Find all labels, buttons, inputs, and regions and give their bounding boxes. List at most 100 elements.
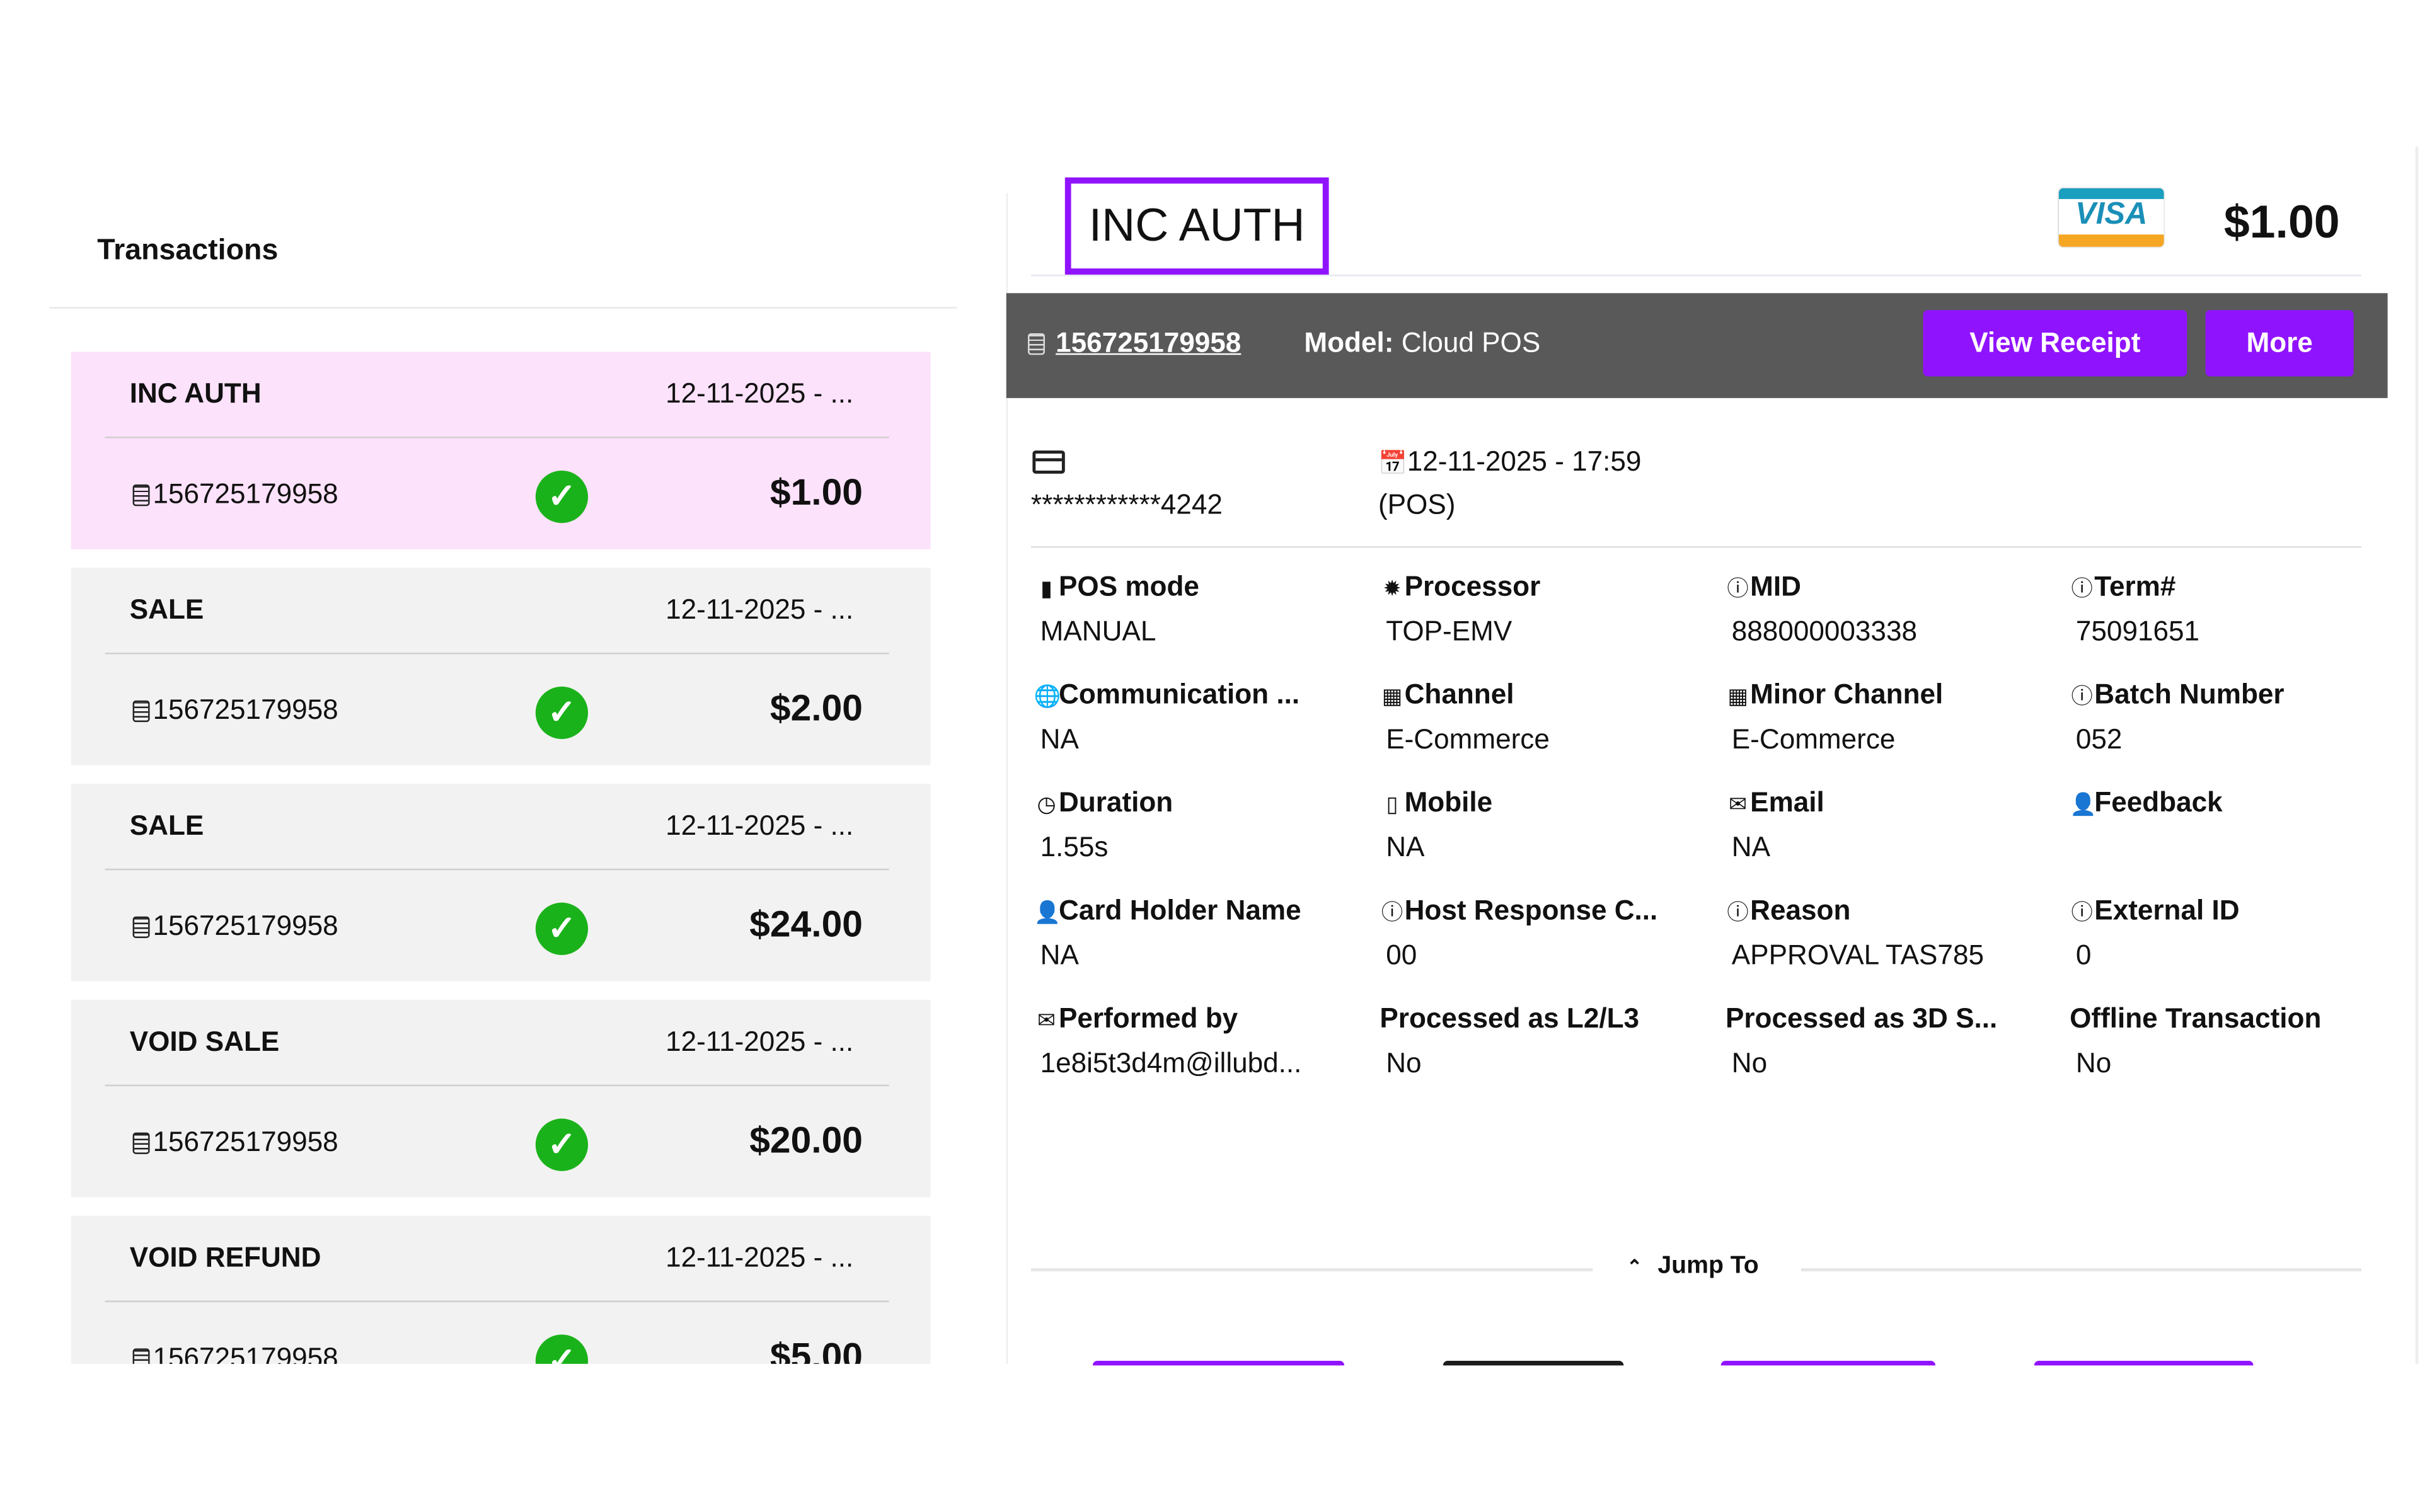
detail-field: ▯ Mobile NA — [1380, 787, 1712, 864]
field-value: E-Commerce — [1386, 723, 1550, 755]
transaction-card[interactable]: SALE 12-11-2025 - ... 156725179958 ✓ $2.… — [71, 568, 931, 765]
detail-field: ◷ Duration 1.55s — [1034, 787, 1366, 864]
terminal-icon — [132, 915, 150, 937]
panel-divider — [1006, 193, 1008, 1364]
detail-field: ▮ POS mode MANUAL — [1034, 571, 1366, 648]
field-label-text: Card Holder Name — [1059, 895, 1301, 926]
detail-field: ⓘ Reason APPROVAL TAS785 — [1726, 895, 2058, 971]
transaction-type: SALE — [129, 810, 204, 841]
calendar-icon: 📅 — [1378, 450, 1407, 477]
terminal-icon — [132, 1131, 150, 1154]
double-chevron-up-icon: ⌃ — [1627, 1256, 1642, 1278]
transaction-date: 12-11-2025 - ... — [666, 810, 854, 841]
terminal-id: 156725179958 — [132, 478, 338, 510]
envelope-icon: ✉ — [1037, 1007, 1056, 1033]
transaction-card[interactable]: SALE 12-11-2025 - ... 156725179958 ✓ $24… — [71, 784, 931, 982]
field-value: 1.55s — [1040, 832, 1109, 862]
view-receipt-button[interactable]: View Receipt — [1923, 310, 2187, 377]
field-label: ⓘ MID — [1726, 571, 2058, 603]
info-icon: ⓘ — [2071, 899, 2093, 924]
transaction-list[interactable]: INC AUTH 12-11-2025 - ... 156725179958 ✓… — [71, 352, 931, 1364]
field-label: ⓘ Term# — [2070, 571, 2402, 603]
field-value: APPROVAL TAS785 — [1731, 939, 1984, 971]
transaction-date: 12-11-2025 - ... — [666, 1242, 854, 1273]
model-label: Model: — [1304, 327, 1394, 358]
jump-tab-button[interactable] — [2034, 1361, 2254, 1366]
mobile-icon: ▯ — [1386, 791, 1398, 816]
feedback-icon: 👤 — [2070, 791, 2097, 816]
terminal-id-link[interactable]: 156725179958 — [1028, 327, 1241, 359]
entry-mode: (POS) — [1378, 489, 1456, 520]
info-icon: ⓘ — [1727, 575, 1749, 600]
transaction-amount: $1.00 — [2223, 197, 2340, 249]
terminal-icon — [132, 699, 150, 721]
detail-field: ⓘ MID 888000003338 — [1726, 571, 2058, 648]
transaction-date: 12-11-2025 - ... — [666, 1026, 854, 1057]
chip-icon: ✹ — [1383, 575, 1402, 600]
transaction-date: 12-11-2025 - ... — [666, 593, 854, 625]
field-label: ⓘ External ID — [2070, 895, 2402, 927]
terminal-icon — [1028, 332, 1045, 355]
divider — [1030, 546, 2361, 548]
field-label-text: Mobile — [1404, 786, 1493, 818]
field-label-text: External ID — [2094, 895, 2240, 926]
terminal-id-value: 156725179958 — [153, 478, 338, 510]
field-label-text: Communication ... — [1059, 679, 1300, 710]
field-label: ⓘ Host Response C... — [1380, 895, 1712, 927]
field-value: MANUAL — [1040, 616, 1156, 647]
transaction-card[interactable]: VOID REFUND 12-11-2025 - ... 15672517995… — [71, 1215, 931, 1364]
field-label-text: Batch Number — [2094, 679, 2285, 710]
detail-field: Offline Transaction No — [2070, 1003, 2402, 1080]
field-value: 0 — [2075, 939, 2092, 971]
card-brand-label: VISA — [2075, 197, 2148, 232]
field-value: 888000003338 — [1731, 616, 1918, 647]
field-label-text: Processed as 3D S... — [1725, 1002, 1998, 1034]
field-value: TOP-EMV — [1386, 616, 1512, 647]
jump-tab-button[interactable] — [1443, 1361, 1624, 1366]
transaction-date: 12-11-2025 - ... — [666, 378, 854, 409]
model-value: Cloud POS — [1401, 327, 1541, 358]
jump-to-button[interactable]: ⌃ Jump To — [1627, 1253, 1759, 1281]
field-label: ⓘ Batch Number — [2070, 679, 2402, 711]
field-label: Processed as 3D S... — [1726, 1003, 2058, 1035]
approved-check-icon: ✓ — [535, 902, 589, 955]
field-value: NA — [1386, 832, 1425, 862]
field-label-text: Email — [1750, 786, 1824, 818]
field-value: NA — [1731, 832, 1771, 862]
field-label-text: Channel — [1404, 679, 1514, 710]
transaction-type: INC AUTH — [129, 378, 262, 409]
info-icon: ⓘ — [2071, 683, 2093, 709]
field-label: ▦ Channel — [1380, 679, 1712, 711]
transaction-datetime: 📅12-11-2025 - 17:59 — [1378, 446, 1641, 478]
jump-tab-button[interactable] — [1092, 1361, 1345, 1366]
divider — [49, 307, 957, 309]
transaction-card[interactable]: INC AUTH 12-11-2025 - ... 156725179958 ✓… — [71, 352, 931, 549]
transaction-amount: $5.00 — [769, 1336, 863, 1364]
field-label: ✹ Processor — [1380, 571, 1712, 603]
divider — [105, 1300, 889, 1302]
transaction-type-title: INC AUTH — [1064, 177, 1329, 275]
field-label: ▯ Mobile — [1380, 787, 1712, 819]
divider — [105, 437, 889, 438]
detail-field: ⓘ Term# 75091651 — [2070, 571, 2402, 648]
detail-field: 🌐Communication ... NA — [1034, 679, 1366, 756]
model-info: Model: Cloud POS — [1304, 327, 1540, 359]
field-label: 👤Card Holder Name — [1034, 895, 1366, 927]
field-label-text: Reason — [1750, 895, 1851, 926]
detail-field: 👤Feedback — [2070, 787, 2402, 832]
terminal-id[interactable]: 156725179958 — [1056, 327, 1242, 358]
more-button[interactable]: More — [2205, 310, 2354, 377]
terminal-id-value: 156725179958 — [153, 694, 338, 726]
field-label-text: Minor Channel — [1750, 679, 1944, 710]
field-value: NA — [1040, 939, 1079, 971]
jump-tab-button[interactable] — [1720, 1361, 1936, 1366]
transaction-card[interactable]: VOID SALE 12-11-2025 - ... 156725179958 … — [71, 999, 931, 1198]
detail-field: ▦ Channel E-Commerce — [1380, 679, 1712, 756]
field-label: 👤Feedback — [2070, 787, 2402, 819]
field-label-text: Performed by — [1059, 1002, 1238, 1034]
transaction-type: SALE — [129, 593, 204, 625]
scrollbar[interactable] — [2415, 146, 2419, 1364]
timer-icon: ◷ — [1037, 791, 1056, 816]
divider — [105, 868, 889, 871]
